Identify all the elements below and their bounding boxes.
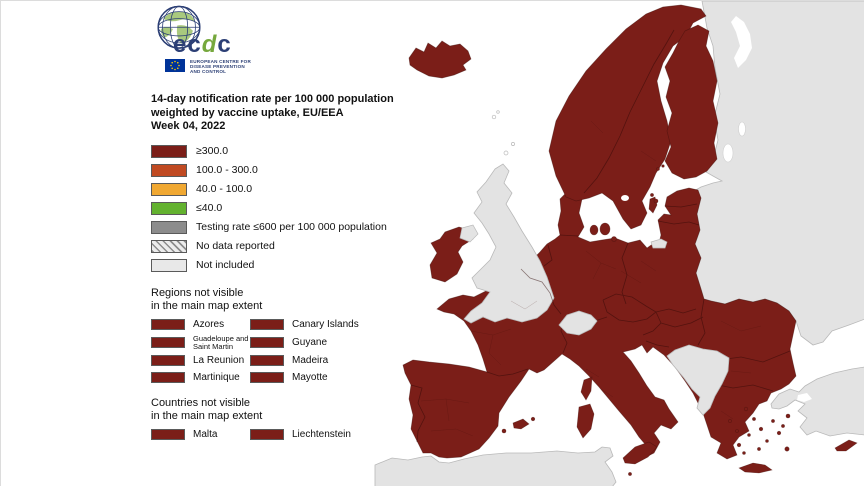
country-swatch (151, 429, 185, 440)
map-islands-scotland-north (491, 110, 515, 156)
legend-items: ≥300.0 100.0 - 300.0 40.0 - 100.0 ≤40.0 … (151, 142, 426, 275)
map-country-borders (410, 29, 791, 443)
map-island-corsica (580, 376, 593, 401)
lake-ladoga (722, 143, 734, 163)
region-item-martinique: Martinique (151, 371, 250, 385)
region-item-madeira: Madeira (250, 354, 390, 368)
legend-item-40-100: 40.0 - 100.0 (151, 180, 426, 199)
legend-item-ge300: ≥300.0 (151, 142, 426, 161)
region-item-guadeloupe: Guadeloupe and Saint Martin (151, 334, 250, 351)
legend-swatch-no-data-hatch (151, 239, 187, 253)
legend-panel: 14-day notification rate per 100 000 pop… (151, 93, 426, 442)
legend-item-testing-rate: Testing rate ≤600 per 100 000 population (151, 218, 426, 237)
region-item-azores: Azores (151, 318, 250, 332)
legend-swatch-40-100 (151, 182, 187, 196)
map-islands-eu (501, 164, 858, 476)
legend-item-not-included: Not included (151, 256, 426, 275)
map-region-western-balkans (666, 344, 730, 416)
region-item-guyane: Guyane (250, 335, 390, 351)
map-island-mallorca (512, 418, 530, 430)
countries-list: Malta Liechtenstein (151, 428, 426, 442)
legend-label: ≤40.0 (196, 202, 223, 214)
map-region-borders (420, 120, 762, 437)
legend-label: 40.0 - 100.0 (196, 183, 253, 195)
region-swatch (151, 337, 185, 348)
legend-label: No data reported (196, 240, 275, 252)
region-item-mayotte: Mayotte (250, 371, 390, 385)
region-swatch (250, 355, 284, 366)
legend-item-le40: ≤40.0 (151, 199, 426, 218)
map-country-united-kingdom (463, 163, 555, 324)
legend-swatch-le40 (151, 201, 187, 215)
region-swatch (151, 319, 185, 330)
legend-label: ≥300.0 (196, 145, 229, 157)
sea-of-marmara (797, 393, 812, 402)
map-country-turkey (770, 366, 864, 437)
map-island-cyprus (834, 439, 858, 452)
legend-label: 100.0 - 300.0 (196, 164, 258, 176)
region-swatch (250, 372, 284, 383)
map-country-finland (664, 24, 719, 180)
legend-label: Not included (196, 259, 255, 271)
map-region-eastern-europe-not-included (693, 1, 864, 346)
region-item-la-reunion: La Reunion (151, 354, 250, 368)
region-swatch (151, 355, 185, 366)
legend-swatch-ge300 (151, 144, 187, 158)
region-swatch (250, 337, 284, 348)
region-swatch (151, 372, 185, 383)
map-island-zealand (599, 222, 611, 236)
legend-item-no-data: No data reported (151, 237, 426, 256)
map-island-sardinia (576, 403, 595, 439)
region-swatch (250, 319, 284, 330)
country-swatch (250, 429, 284, 440)
legend-swatch-100-300 (151, 163, 187, 177)
map-region-north-africa (374, 446, 617, 486)
ecdc-wordmark: ecdc (173, 31, 232, 58)
map-country-switzerland (558, 310, 598, 336)
regions-list: Azores Canary Islands Guadeloupe and Sai… (151, 318, 426, 385)
ecdc-org-name: EUROPEAN CENTRE FOR DISEASE PREVENTION A… (190, 59, 251, 75)
country-item-liechtenstein: Liechtenstein (250, 428, 390, 442)
map-country-iceland (408, 40, 472, 79)
legend-swatch-testing-rate (151, 220, 187, 234)
map-island-rhodes (784, 446, 790, 452)
countries-heading: Countries not visible in the main map ex… (151, 396, 263, 422)
white-sea (731, 16, 752, 68)
regions-heading: Regions not visible in the main map exte… (151, 286, 263, 312)
ecdc-logo: ecdc EUROPEAN CENTRE FOR DISEASE PREVENT… (149, 3, 279, 77)
map-title: 14-day notification rate per 100 000 pop… (151, 93, 394, 132)
lake-vanern (621, 195, 629, 201)
region-item-canary-islands: Canary Islands (250, 318, 390, 332)
legend-label: Testing rate ≤600 per 100 000 population (196, 221, 387, 233)
ecdc-globe-icon (157, 5, 201, 49)
map-island-sicily (622, 441, 658, 465)
legend-swatch-not-included (151, 258, 187, 272)
eu-flag-icon (165, 59, 185, 72)
legend-item-100-300: 100.0 - 300.0 (151, 161, 426, 180)
map-island-funen (589, 224, 599, 236)
lake-onega (738, 121, 746, 137)
map-island-malta (628, 472, 632, 476)
map-island-crete (738, 462, 773, 474)
map-region-northern-ireland (459, 224, 479, 243)
country-item-malta: Malta (151, 428, 250, 442)
map-region-kaliningrad (650, 238, 668, 249)
